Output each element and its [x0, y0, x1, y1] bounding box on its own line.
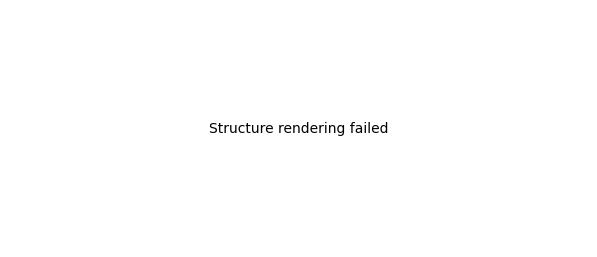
Text: Structure rendering failed: Structure rendering failed — [209, 122, 388, 135]
